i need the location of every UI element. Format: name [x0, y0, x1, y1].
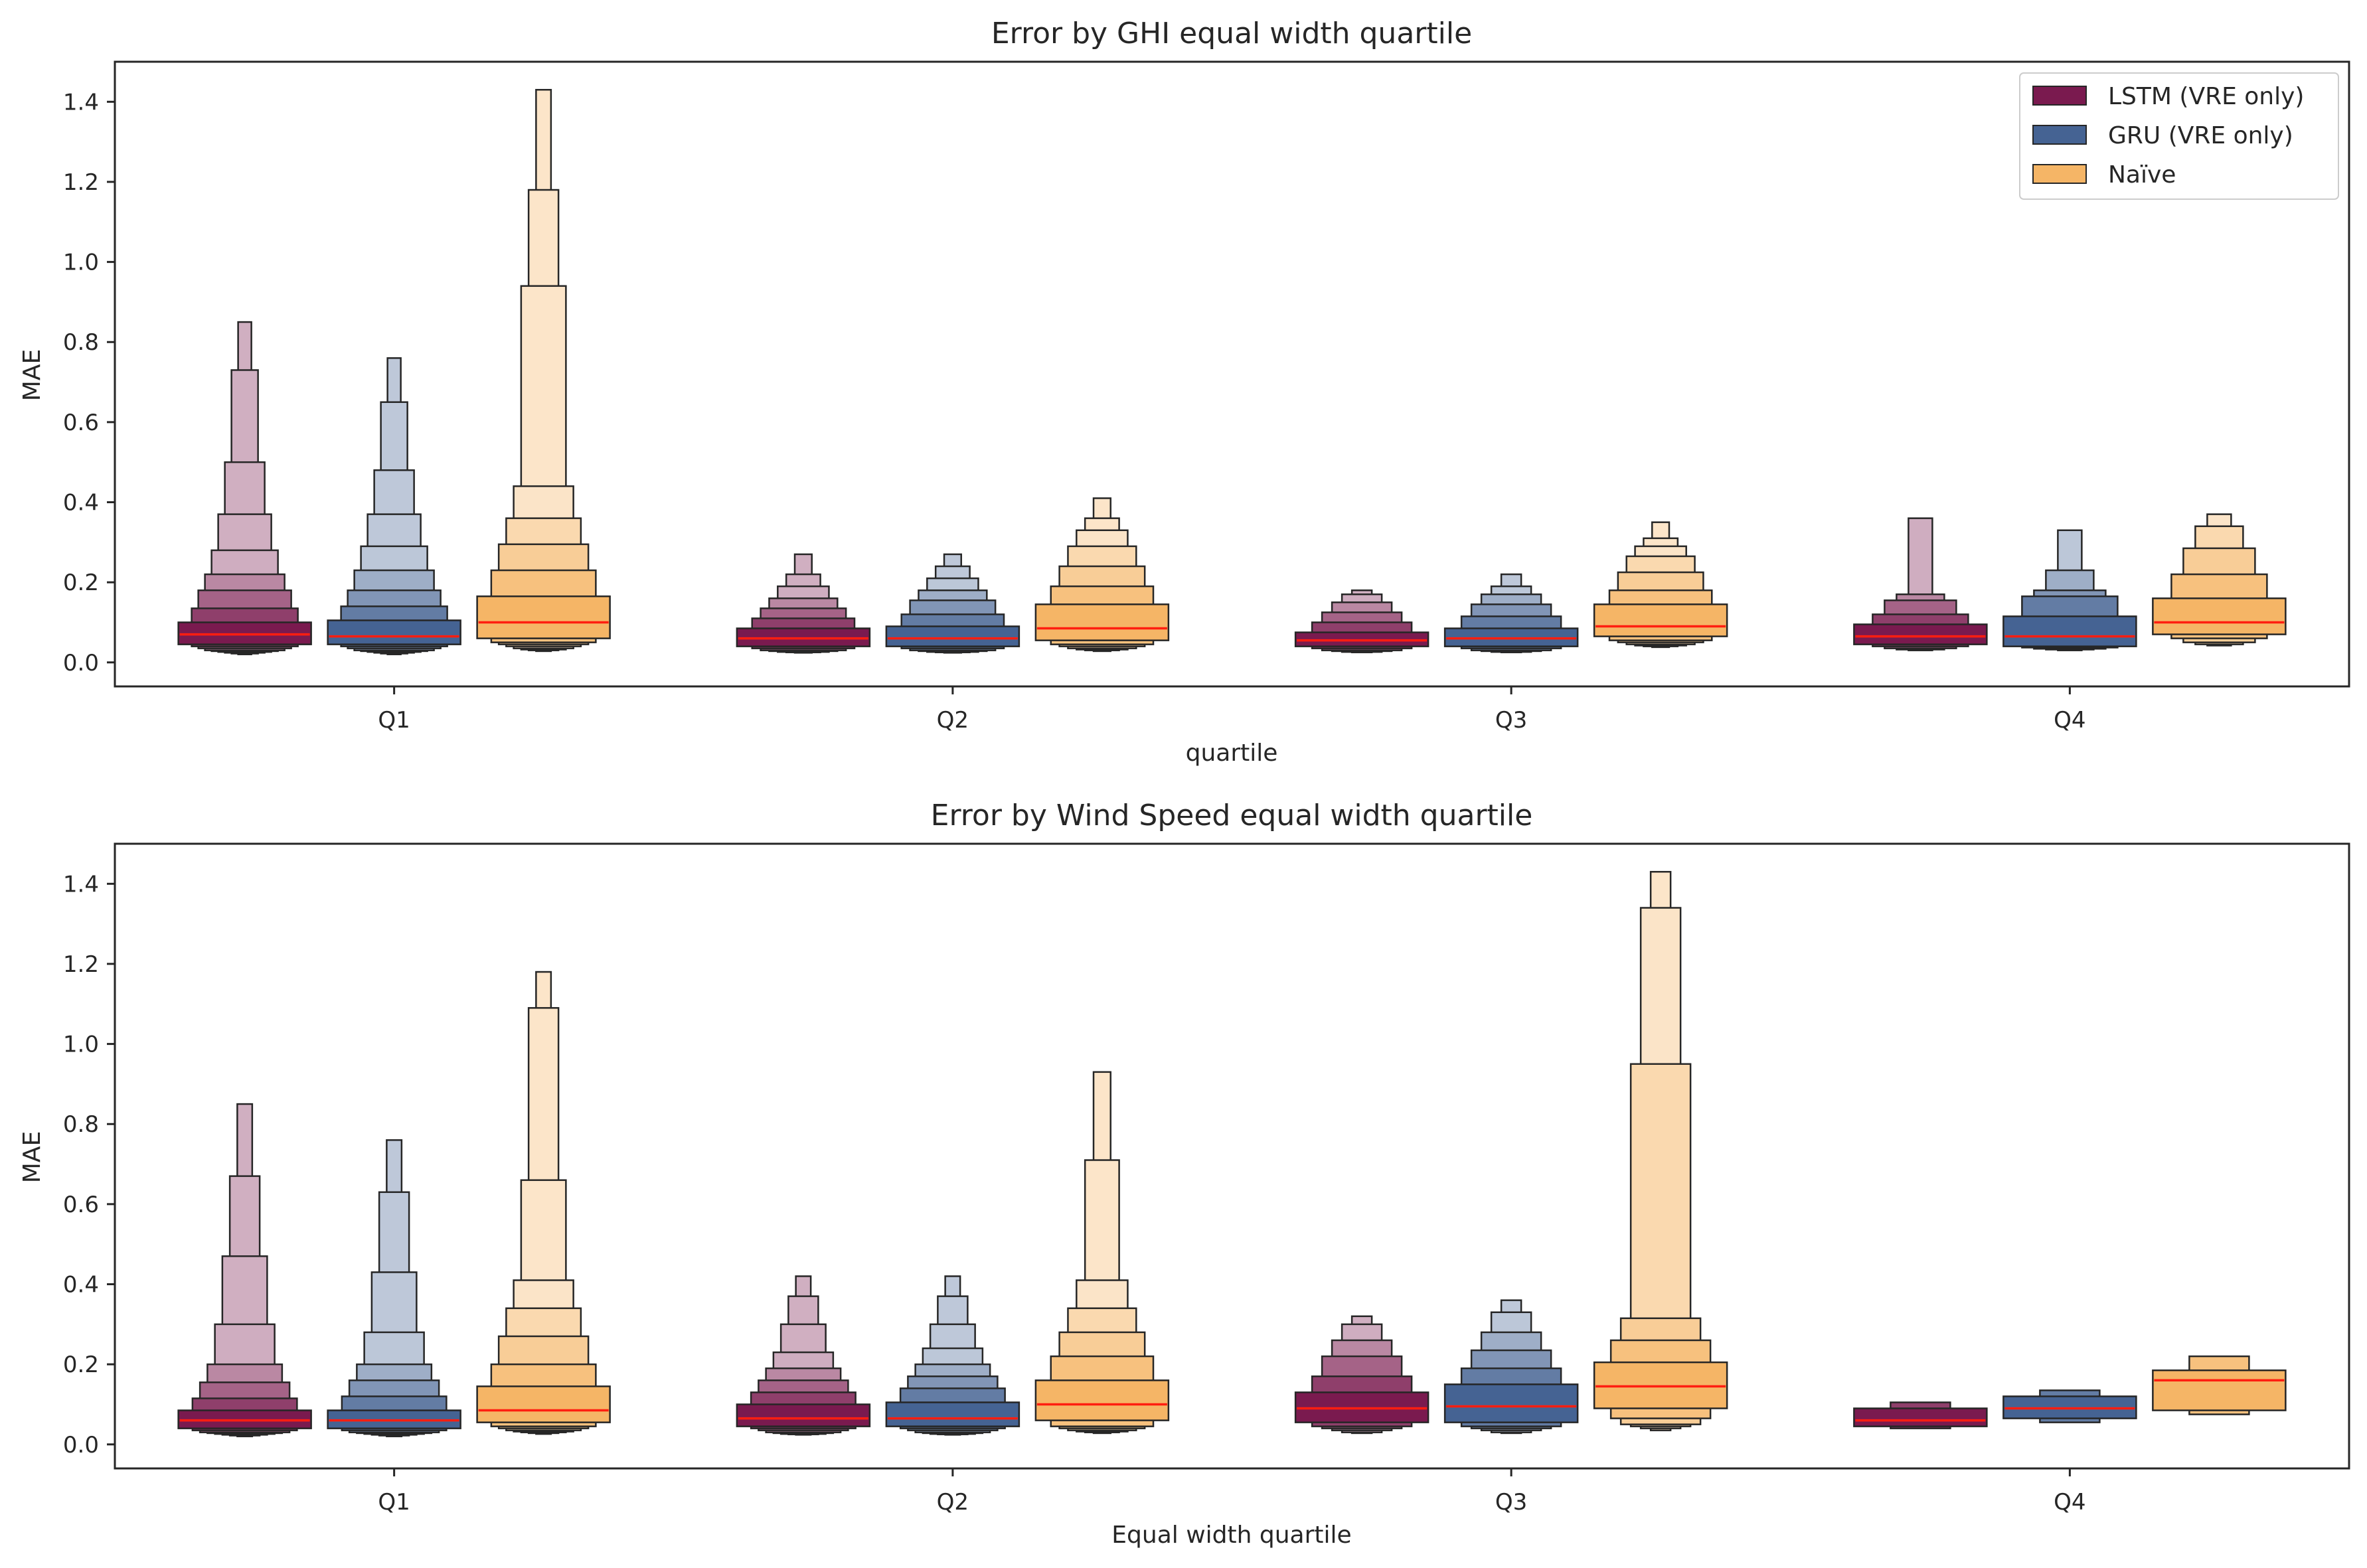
x-tick-label: Q4	[2054, 707, 2085, 734]
boxen-wind-q2-series-0	[736, 1275, 871, 1436]
y-tick-label: 0.6	[63, 410, 99, 436]
boxen-level	[736, 1403, 871, 1427]
legend-swatch-naive	[2032, 164, 2087, 184]
axes-frame-ghi	[114, 60, 2350, 688]
y-tick-label: 1.4	[63, 871, 99, 898]
boxen-level	[327, 619, 461, 645]
legend-swatch-gru	[2032, 125, 2087, 145]
boxen-wind-q4-series-1	[2002, 1389, 2137, 1423]
legend-item-naive: Naïve	[2032, 161, 2176, 189]
y-tick-label: 0.4	[63, 1272, 99, 1298]
x-tick-label: Q2	[937, 1489, 969, 1516]
subplot-wind: Error by Wind Speed equal width quartile…	[19, 799, 2350, 1549]
boxen-wind-q3-series-1	[1443, 1299, 1579, 1435]
boxen-level	[885, 1401, 1020, 1427]
y-tick-label: 1.0	[63, 1032, 99, 1058]
boxen-ghi-q2-series-2	[1034, 497, 1170, 653]
boxen-ghi-q2-series-0	[736, 553, 871, 654]
y-tick-label: 0.0	[63, 1432, 99, 1458]
boxen-wind-q1-series-1	[327, 1139, 461, 1437]
boxen-ghi-q4-series-1	[2002, 529, 2137, 651]
boxen-level	[885, 625, 1020, 647]
y-tick-label: 0.6	[63, 1192, 99, 1218]
y-tick-label: 0.4	[63, 490, 99, 516]
legend-label-lstm: LSTM (VRE only)	[2108, 83, 2304, 110]
boxen-wind-q3-series-2	[1593, 870, 1728, 1431]
legend-label-naive: Naïve	[2108, 161, 2176, 189]
x-axis-label-ghi: quartile	[1186, 740, 1278, 767]
x-tick-label: Q2	[937, 707, 969, 734]
x-tick-label: Q3	[1495, 707, 1527, 734]
boxen-ghi-q3-series-2	[1593, 521, 1728, 649]
boxen-wind-q4-series-0	[1853, 1401, 1988, 1429]
boxen-level	[476, 595, 611, 639]
y-tick-label: 0.8	[63, 329, 99, 356]
boxen-level	[2002, 615, 2137, 647]
chart-title-ghi: Error by GHI equal width quartile	[991, 17, 1472, 50]
boxen-level	[1853, 623, 1988, 645]
y-tick-label: 1.4	[63, 89, 99, 116]
legend-swatch-lstm	[2032, 86, 2087, 106]
x-tick-label: Q3	[1495, 1489, 1527, 1516]
boxen-wind-q3-series-0	[1294, 1315, 1429, 1435]
boxen-level	[2152, 1369, 2287, 1411]
boxen-ghi-q4-series-2	[2152, 513, 2287, 647]
chart-title-wind: Error by Wind Speed equal width quartile	[931, 799, 1533, 832]
x-tick-label: Q1	[378, 707, 410, 734]
tick-labels-wind: 0.0 0.2 0.4 0.6 0.8 1.0 1.2 1.4 Q1 Q2 Q3 Q4	[63, 871, 2086, 1516]
boxen-wind-q2-series-1	[885, 1275, 1020, 1436]
y-tick-label: 0.8	[63, 1111, 99, 1138]
axes-frame-wind	[114, 842, 2350, 1470]
boxen-ghi-q3-series-1	[1443, 573, 1579, 653]
boxen-level	[1034, 603, 1170, 641]
y-tick-label: 1.2	[63, 169, 99, 196]
boxen-level	[2152, 597, 2287, 635]
boxen-plots-wind	[177, 870, 2287, 1437]
boxen-wind-q4-series-2	[2152, 1355, 2287, 1415]
legend-label-gru: GRU (VRE only)	[2108, 122, 2293, 149]
boxen-wind-q2-series-2	[1034, 1071, 1170, 1435]
y-axis-label-ghi: MAE	[19, 349, 46, 401]
boxen-ghi-q3-series-0	[1294, 589, 1429, 653]
boxen-level	[1593, 603, 1728, 637]
legend-item-gru: GRU (VRE only)	[2032, 122, 2293, 149]
y-tick-label: 0.2	[63, 1352, 99, 1378]
boxen-ghi-q1-series-2	[476, 88, 611, 653]
boxen-level	[1034, 1379, 1170, 1421]
x-axis-label-wind: Equal width quartile	[1111, 1522, 1351, 1549]
y-tick-label: 1.2	[63, 951, 99, 978]
y-tick-label: 0.2	[63, 570, 99, 596]
boxen-ghi-q1-series-0	[177, 321, 312, 655]
y-tick-label: 0.0	[63, 650, 99, 676]
tick-labels-ghi: 0.0 0.2 0.4 0.6 0.8 1.0 1.2 1.4 Q1 Q2 Q3 Q4	[63, 89, 2086, 734]
boxen-ghi-q4-series-0	[1853, 517, 1988, 651]
boxen-level	[1853, 1407, 1988, 1427]
boxen-wind-q1-series-0	[177, 1103, 312, 1437]
x-tick-label: Q1	[378, 1489, 410, 1516]
y-tick-label: 1.0	[63, 250, 99, 276]
boxen-plots-ghi	[177, 88, 2287, 655]
legend-item-lstm: LSTM (VRE only)	[2032, 83, 2304, 110]
boxen-ghi-q2-series-1	[885, 553, 1020, 654]
legend: LSTM (VRE only) GRU (VRE only) Naïve	[2019, 72, 2339, 200]
boxen-wind-q1-series-2	[476, 971, 611, 1435]
boxen-ghi-q1-series-1	[327, 357, 461, 655]
subplot-ghi: Error by GHI equal width quartile MAE qu…	[19, 17, 2350, 767]
x-tick-label: Q4	[2054, 1489, 2085, 1516]
y-axis-label-wind: MAE	[19, 1131, 46, 1183]
boxen-level	[476, 1385, 611, 1423]
legend-frame	[2019, 72, 2339, 200]
boxen-level	[1443, 1383, 1579, 1423]
